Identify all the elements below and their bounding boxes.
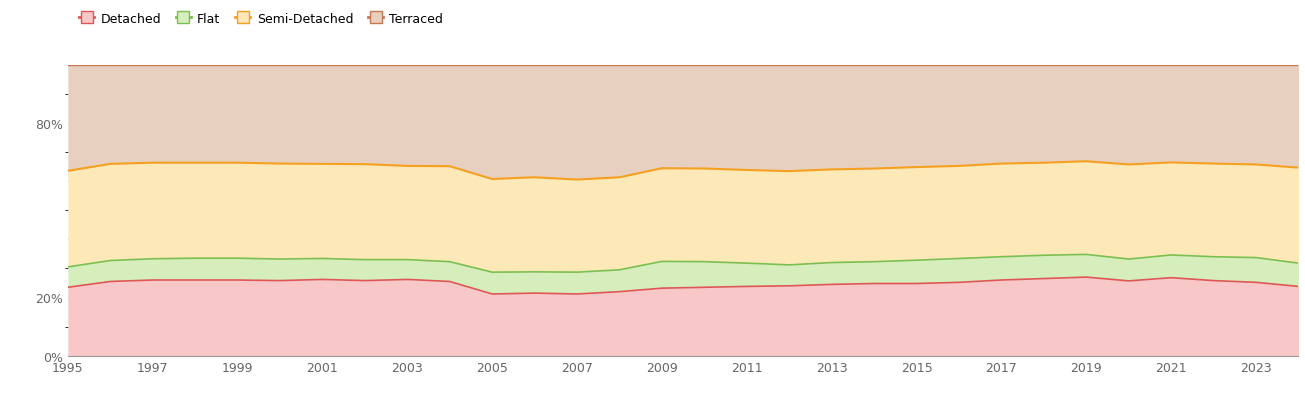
Legend: Detached, Flat, Semi-Detached, Terraced: Detached, Flat, Semi-Detached, Terraced: [74, 8, 449, 31]
